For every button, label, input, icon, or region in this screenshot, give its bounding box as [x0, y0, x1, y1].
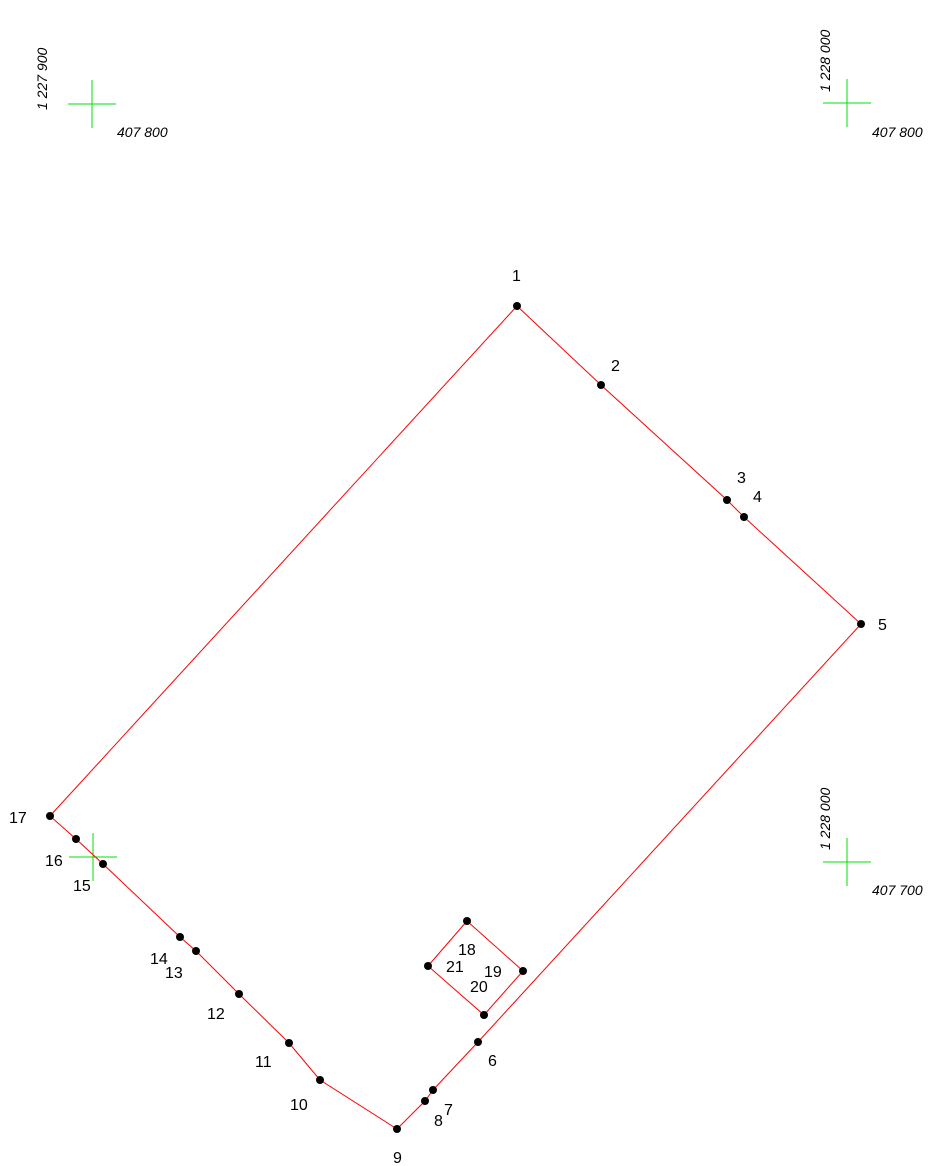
survey-point-label-2: 2 — [611, 358, 620, 375]
survey-point-13 — [192, 947, 200, 955]
inner-boundary-line — [428, 921, 523, 1015]
survey-point-21 — [424, 962, 432, 970]
survey-point-14 — [176, 933, 184, 941]
survey-point-label-20: 20 — [470, 979, 488, 996]
survey-point-19 — [519, 967, 527, 975]
grid-coord-horizontal-tr: 407 800 — [872, 124, 923, 140]
outer-boundary-line — [50, 306, 861, 1129]
survey-point-6 — [474, 1038, 482, 1046]
survey-point-5 — [857, 620, 865, 628]
survey-point-label-11: 11 — [255, 1054, 272, 1071]
survey-point-label-8: 8 — [434, 1113, 443, 1130]
survey-point-label-17: 17 — [9, 810, 27, 827]
survey-point-label-16: 16 — [45, 853, 63, 870]
survey-point-1 — [513, 302, 521, 310]
survey-point-8 — [421, 1097, 429, 1105]
survey-point-label-3: 3 — [737, 470, 746, 487]
grid-coord-horizontal-br: 407 700 — [872, 882, 923, 898]
survey-point-9 — [393, 1125, 401, 1133]
survey-point-label-7: 7 — [444, 1102, 453, 1119]
grid-coord-horizontal-tl: 407 800 — [117, 124, 168, 140]
survey-point-label-18: 18 — [458, 942, 476, 959]
survey-point-16 — [72, 835, 80, 843]
survey-point-7 — [429, 1086, 437, 1094]
grid-coord-vertical-tr: 1 228 000 — [817, 30, 833, 92]
survey-point-4 — [740, 513, 748, 521]
survey-point-label-14: 14 — [150, 951, 168, 968]
survey-point-label-5: 5 — [878, 617, 887, 634]
survey-point-20 — [480, 1011, 488, 1019]
survey-point-15 — [99, 860, 107, 868]
survey-point-label-21: 21 — [446, 959, 464, 976]
grid-coord-vertical-br: 1 228 000 — [817, 788, 833, 850]
survey-point-17 — [46, 812, 54, 820]
survey-point-2 — [597, 381, 605, 389]
survey-point-18 — [463, 917, 471, 925]
survey-point-10 — [316, 1076, 324, 1084]
survey-point-11 — [285, 1039, 293, 1047]
survey-point-12 — [235, 990, 243, 998]
survey-point-label-10: 10 — [290, 1097, 308, 1114]
survey-point-label-4: 4 — [753, 489, 762, 506]
grid-cross-tl — [68, 80, 116, 128]
survey-point-label-9: 9 — [393, 1150, 402, 1166]
survey-point-3 — [723, 496, 731, 504]
grid-coord-vertical-tl: 1 227 900 — [34, 48, 50, 110]
survey-point-label-15: 15 — [73, 878, 91, 895]
survey-point-label-12: 12 — [207, 1006, 225, 1023]
survey-point-label-1: 1 — [512, 268, 521, 285]
survey-point-label-6: 6 — [488, 1053, 497, 1070]
